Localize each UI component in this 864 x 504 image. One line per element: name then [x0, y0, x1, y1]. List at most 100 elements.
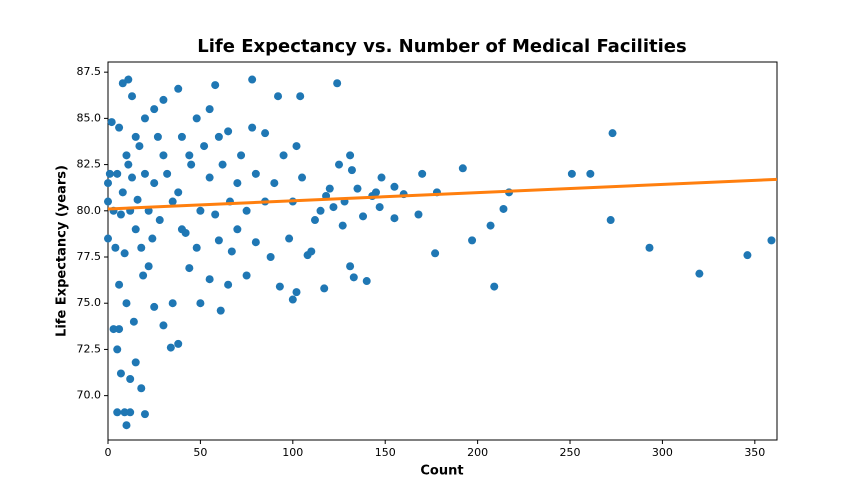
x-tick-label: 350 — [744, 446, 765, 459]
scatter-point — [285, 234, 294, 243]
scatter-point — [353, 184, 362, 193]
scatter-point — [767, 236, 776, 245]
scatter-point — [122, 151, 131, 160]
scatter-point — [174, 188, 183, 197]
scatter-point — [292, 288, 301, 297]
x-tick-label: 50 — [193, 446, 207, 459]
plot-frame — [107, 61, 778, 441]
scatter-point — [307, 247, 316, 256]
scatter-point — [113, 345, 122, 354]
scatter-point — [251, 169, 260, 178]
scatter-point — [233, 179, 242, 188]
scatter-point — [586, 169, 595, 178]
scatter-point — [288, 295, 297, 304]
scatter-point — [131, 358, 140, 367]
scatter-point — [148, 234, 157, 243]
scatter-point — [468, 236, 477, 245]
scatter-point — [333, 79, 342, 88]
scatter-point — [325, 184, 334, 193]
scatter-point — [296, 92, 305, 101]
scatter-point — [200, 142, 209, 151]
scatter-point — [177, 225, 186, 234]
scatter-point — [137, 243, 146, 252]
scatter-point — [270, 179, 279, 188]
x-tick-label: 150 — [375, 446, 396, 459]
scatter-point — [104, 197, 112, 206]
x-tick-label: 200 — [467, 446, 488, 459]
scatter-point — [377, 173, 386, 182]
scatter-point — [140, 410, 149, 419]
scatter-point — [118, 79, 127, 88]
scatter-point — [329, 203, 338, 212]
scatter-point — [126, 408, 135, 417]
y-tick-label: 80.0 — [77, 204, 102, 217]
scatter-point — [431, 249, 440, 258]
scatter-point — [129, 317, 138, 326]
scatter-point — [274, 92, 283, 101]
scatter-point — [251, 238, 260, 247]
scatter-point — [608, 129, 617, 138]
scatter-point — [237, 151, 246, 160]
scatter-point — [155, 216, 164, 225]
x-tick-label: 250 — [560, 446, 581, 459]
scatter-point — [192, 114, 201, 123]
scatter-point — [124, 160, 133, 169]
y-tick-label: 70.0 — [77, 389, 102, 402]
scatter-point — [346, 262, 355, 271]
scatter-point — [414, 210, 423, 219]
scatter-point — [390, 214, 399, 223]
scatter-point — [137, 384, 146, 393]
scatter-point — [490, 282, 499, 291]
scatter-point — [224, 280, 233, 289]
scatter-point — [242, 206, 251, 215]
scatter-point — [150, 302, 159, 311]
scatter-point — [248, 123, 257, 132]
scatter-point — [486, 221, 495, 230]
scatter-point — [298, 173, 307, 182]
scatter-point — [144, 206, 153, 215]
scatter-point — [113, 408, 122, 417]
scatter-point — [218, 160, 227, 169]
scatter-point — [261, 129, 270, 138]
y-tick-label: 82.5 — [77, 158, 102, 171]
scatter-point — [418, 169, 427, 178]
scatter-point — [187, 160, 196, 169]
scatter-point — [113, 169, 122, 178]
scatter-point — [128, 173, 137, 182]
scatter-point — [115, 280, 124, 289]
scatter-point — [216, 306, 225, 315]
scatter-point — [153, 132, 162, 141]
scatter-point — [211, 81, 220, 90]
y-axis-label: Life Expectancy (years) — [55, 165, 70, 337]
scatter-point — [122, 299, 131, 308]
scatter-point — [115, 123, 124, 132]
scatter-point — [159, 95, 168, 104]
y-tick-label: 85.0 — [77, 111, 102, 124]
scatter-point — [159, 321, 168, 330]
y-tick-label: 77.5 — [77, 250, 102, 263]
scatter-point — [242, 271, 251, 280]
scatter-point — [163, 169, 172, 178]
scatter-point — [174, 339, 183, 348]
scatter-point — [346, 151, 355, 160]
chart-title: Life Expectancy vs. Number of Medical Fa… — [197, 36, 686, 57]
scatter-point — [174, 84, 183, 93]
scatter-point — [135, 142, 144, 151]
scatter-point — [131, 132, 140, 141]
scatter-point — [266, 253, 275, 262]
scatter-point — [349, 273, 358, 282]
trend-line — [107, 177, 778, 211]
scatter-point — [140, 114, 149, 123]
scatter-point — [104, 234, 112, 243]
scatter-point — [458, 164, 467, 173]
x-axis-label: Count — [420, 464, 463, 479]
scatter-point — [359, 212, 368, 221]
scatter-point — [499, 204, 508, 213]
scatter-point — [104, 179, 112, 188]
scatter-point — [133, 195, 142, 204]
scatter-point — [126, 375, 135, 384]
scatter-point — [118, 188, 127, 197]
scatter-point — [390, 182, 399, 191]
scatter-point — [695, 269, 704, 278]
